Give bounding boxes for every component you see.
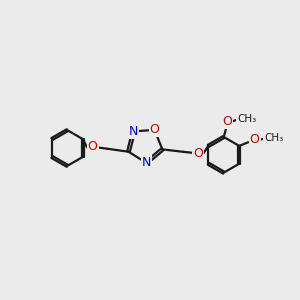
Text: O: O <box>150 123 159 136</box>
Text: O: O <box>193 147 203 160</box>
Text: O: O <box>223 115 232 128</box>
Text: CH₃: CH₃ <box>237 114 256 124</box>
Text: O: O <box>250 133 260 146</box>
Text: N: N <box>129 125 138 138</box>
Text: O: O <box>88 140 98 153</box>
Text: CH₃: CH₃ <box>264 134 283 143</box>
Text: N: N <box>142 156 151 169</box>
